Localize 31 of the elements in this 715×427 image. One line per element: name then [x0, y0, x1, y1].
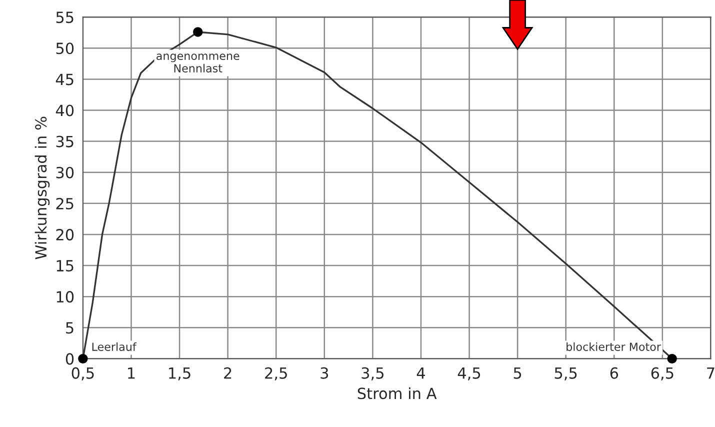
- x-tick-label: 4,5: [458, 367, 480, 380]
- x-tick-label: 6,5: [651, 367, 674, 380]
- y-tick-label: 55: [56, 12, 74, 24]
- x-axis-title: Strom in A: [358, 387, 437, 400]
- annotation: blockierter Motor: [566, 342, 661, 351]
- y-tick-label: 35: [56, 136, 74, 148]
- x-tick-label: 5: [514, 367, 522, 379]
- x-tick-label: 2,5: [265, 367, 287, 380]
- x-tick-label: 7: [707, 367, 714, 379]
- x-tick-label: 1: [128, 367, 135, 379]
- annotation: angenommene Nennlast: [156, 54, 240, 72]
- x-tick-label: 0,5: [72, 367, 94, 380]
- y-axis-title: Wirkungsgrad in %: [34, 116, 50, 260]
- x-tick-label: 3,5: [362, 367, 384, 380]
- annotation: Leerlauf: [92, 342, 137, 351]
- x-tick-label: 2: [224, 367, 232, 379]
- x-tick-label: 3: [320, 367, 328, 379]
- x-tick-label: 5,5: [554, 367, 577, 380]
- x-tick-label: 1,5: [169, 367, 190, 380]
- y-tick-label: 15: [56, 260, 74, 272]
- x-tick-label: 4: [416, 367, 425, 379]
- y-tick-label: 0: [66, 353, 74, 365]
- y-tick-label: 50: [56, 42, 74, 54]
- y-tick-label: 45: [56, 74, 74, 86]
- y-tick-label: 5: [66, 322, 74, 334]
- y-tick-label: 40: [56, 104, 74, 116]
- y-tick-label: 25: [56, 198, 74, 210]
- y-tick-label: 10: [56, 291, 74, 303]
- y-tick-label: 30: [56, 166, 74, 178]
- y-tick-label: 20: [56, 228, 74, 240]
- x-tick-label: 6: [610, 367, 618, 379]
